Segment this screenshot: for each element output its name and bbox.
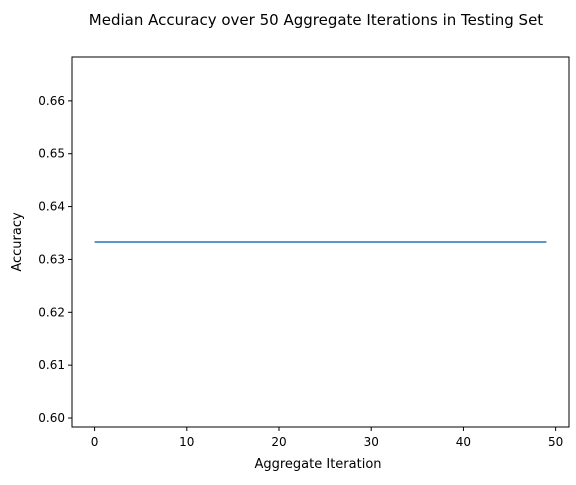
chart-title: Median Accuracy over 50 Aggregate Iterat… xyxy=(89,11,544,29)
y-axis-label: Accuracy xyxy=(10,212,25,272)
y-tick-label: 0.63 xyxy=(38,252,65,266)
y-tick-label: 0.61 xyxy=(38,358,65,372)
x-axis: 0 10 20 30 40 50 xyxy=(91,427,563,449)
x-tick-label: 10 xyxy=(179,435,194,449)
x-tick-label: 40 xyxy=(456,435,471,449)
plot-area-frame xyxy=(71,56,570,428)
y-axis: 0.60 0.61 0.62 0.63 0.64 0.65 0.66 xyxy=(38,94,72,425)
x-tick-label: 30 xyxy=(364,435,379,449)
y-tick-label: 0.62 xyxy=(38,305,65,319)
x-axis-label: Aggregate Iteration xyxy=(254,457,381,472)
x-tick-label: 20 xyxy=(271,435,286,449)
y-tick-label: 0.65 xyxy=(38,147,65,161)
y-tick-label: 0.60 xyxy=(38,411,65,425)
y-tick-label: 0.66 xyxy=(38,94,65,108)
y-tick-label: 0.64 xyxy=(38,200,65,214)
x-tick-label: 50 xyxy=(548,435,563,449)
x-tick-label: 0 xyxy=(91,435,99,449)
